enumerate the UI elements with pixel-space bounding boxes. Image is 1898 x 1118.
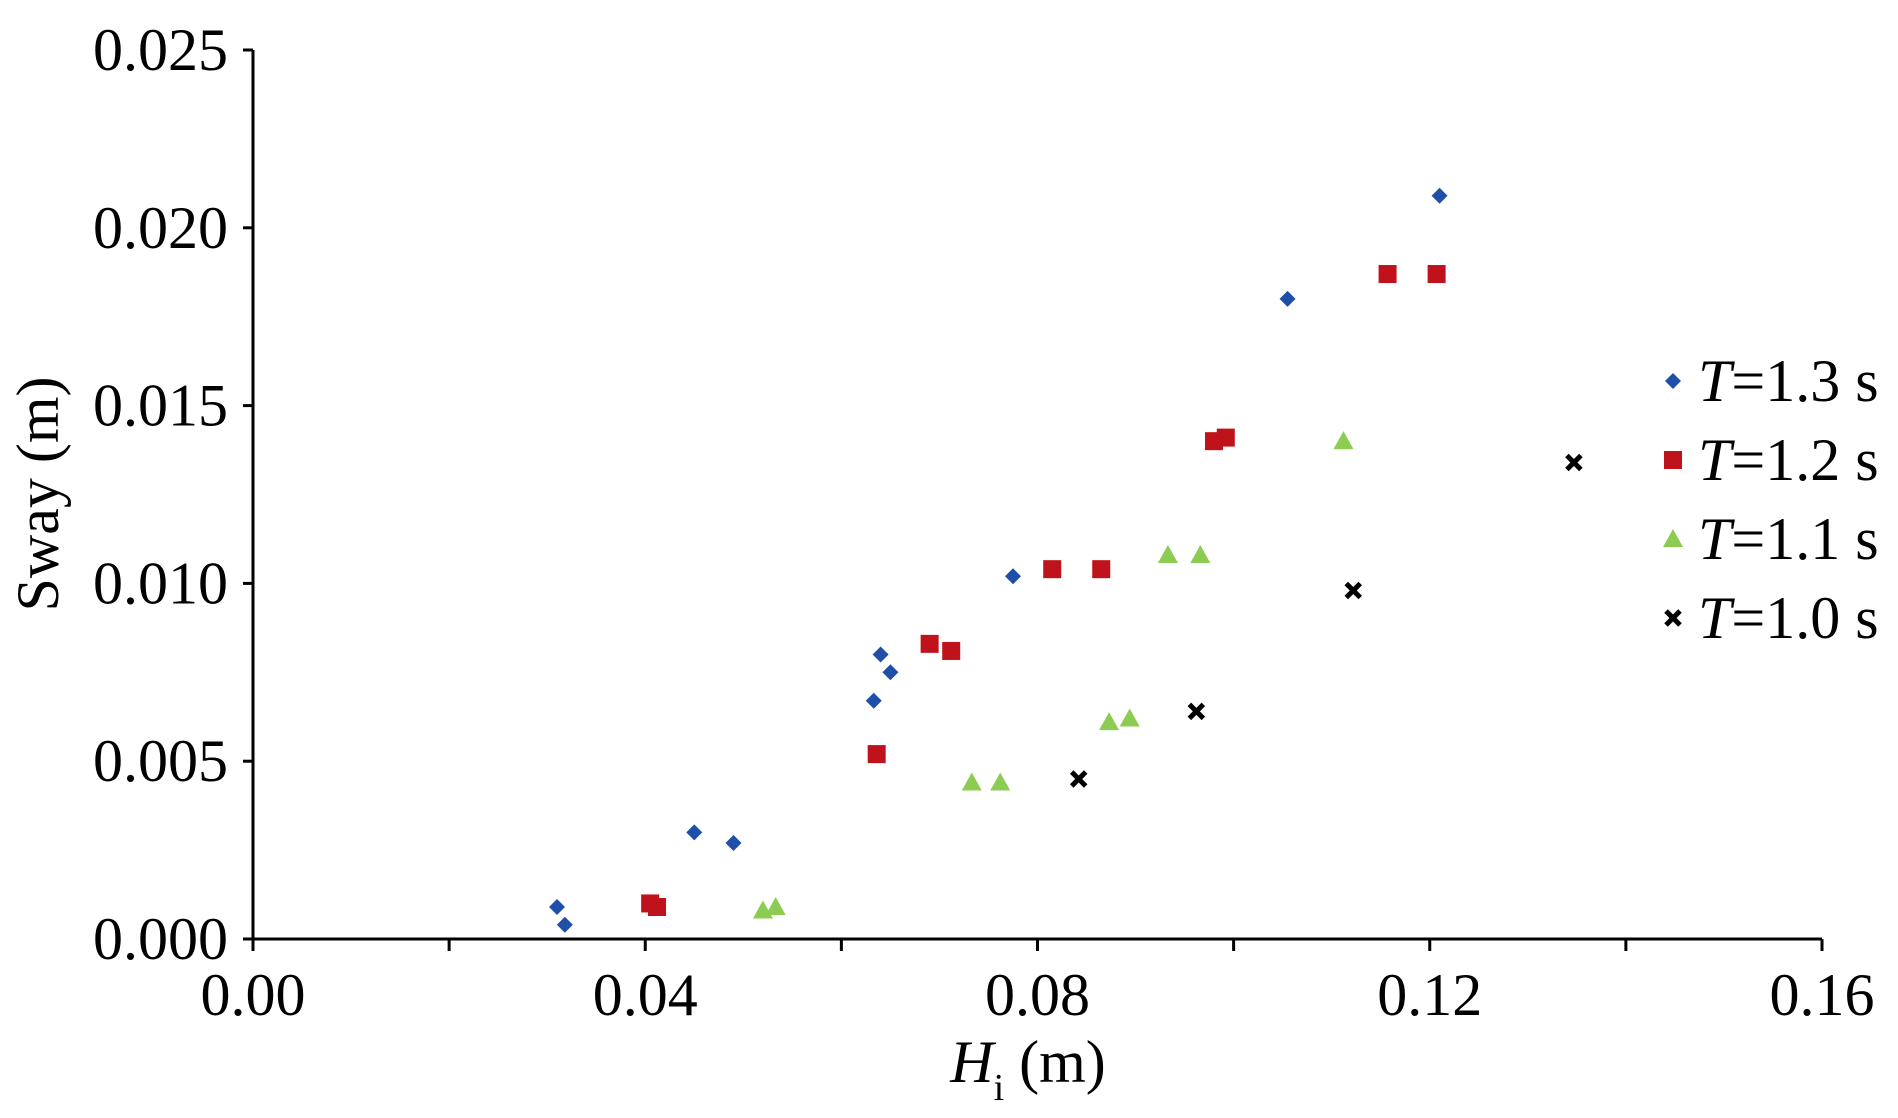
y-tick-label: 0.025 [93, 17, 228, 83]
legend-label-rest: =1.0 s [1731, 585, 1878, 651]
data-point [1119, 708, 1140, 727]
legend-label: T=1.3 s [1698, 348, 1879, 414]
data-point [1279, 290, 1296, 307]
legend-label: T=1.2 s [1698, 427, 1879, 493]
data-point [686, 824, 703, 841]
data-point [556, 916, 573, 933]
legend-item: T=1.2 s [1664, 427, 1879, 493]
legend-marker [1664, 451, 1682, 469]
x-axis-label-main: H [949, 1029, 997, 1095]
data-point [1092, 560, 1111, 579]
data-point [1004, 568, 1021, 585]
y-tick-label: 0.015 [93, 373, 228, 439]
series-0 [548, 187, 1448, 933]
y-axis-label: Sway (m) [5, 377, 71, 612]
legend-label-rest: =1.3 s [1731, 348, 1878, 414]
legend-item: T=1.3 s [1665, 348, 1879, 414]
x-axis-label-unit: (m) [1004, 1029, 1106, 1095]
legend-label-italic: T [1698, 506, 1735, 572]
data-point [1043, 560, 1062, 579]
x-tick-label: 0.04 [593, 962, 698, 1028]
data-point [1216, 428, 1235, 447]
data-point [1069, 770, 1088, 788]
data-point [872, 646, 889, 663]
data-point [867, 745, 886, 764]
legend-label: T=1.1 s [1698, 506, 1879, 572]
legend-marker [1665, 373, 1681, 389]
data-point [920, 634, 939, 653]
legend-label-italic: T [1698, 585, 1735, 651]
y-tick-label: 0.005 [93, 728, 228, 794]
legend-item: T=1.1 s [1663, 506, 1879, 572]
series-1 [641, 265, 1446, 916]
legend-label: T=1.0 s [1698, 585, 1879, 651]
series-2 [752, 431, 1354, 919]
series-3 [1069, 453, 1583, 788]
legend-label-italic: T [1698, 348, 1735, 414]
points-layer [548, 187, 1583, 933]
legend-label-rest: =1.1 s [1731, 506, 1878, 572]
data-point [1431, 187, 1448, 204]
y-tick-label: 0.000 [93, 906, 228, 972]
data-point [1190, 544, 1211, 563]
y-tick-label: 0.010 [93, 550, 228, 616]
data-point [1157, 544, 1178, 563]
y-tick-label: 0.020 [93, 195, 228, 261]
data-point [1187, 702, 1206, 721]
data-point [1099, 712, 1120, 731]
legend-marker [1664, 609, 1682, 627]
data-point [1565, 453, 1583, 472]
legend: T=1.3 sT=1.2 sT=1.1 sT=1.0 s [1663, 348, 1879, 651]
legend-item: T=1.0 s [1664, 585, 1879, 651]
x-tick-label: 0.08 [985, 962, 1090, 1028]
x-axis-label: Hi (m) [949, 1029, 1106, 1109]
axes-layer [251, 50, 1822, 941]
data-point [648, 897, 667, 916]
data-point [765, 896, 786, 915]
data-point [1427, 265, 1446, 284]
data-point [865, 692, 882, 709]
x-tick-label: 0.00 [201, 962, 306, 1028]
x-tick-label: 0.16 [1770, 962, 1875, 1028]
data-point [1344, 581, 1363, 600]
x-axis-label-sub: i [994, 1067, 1005, 1109]
data-point [1333, 431, 1354, 450]
legend-label-italic: T [1698, 427, 1735, 493]
data-point [1378, 265, 1397, 284]
legend-marker [1663, 529, 1683, 547]
data-point [548, 898, 565, 915]
ticks-layer: 0.000 0.005 0.010 0.015 0.020 0.025 0.00 0.04 0.… [93, 17, 1875, 1028]
data-point [725, 834, 742, 851]
data-point [942, 641, 961, 660]
x-tick-label: 0.12 [1377, 962, 1482, 1028]
data-point [961, 772, 982, 791]
legend-label-rest: =1.2 s [1731, 427, 1878, 493]
data-point [990, 772, 1011, 791]
data-point [882, 664, 899, 681]
